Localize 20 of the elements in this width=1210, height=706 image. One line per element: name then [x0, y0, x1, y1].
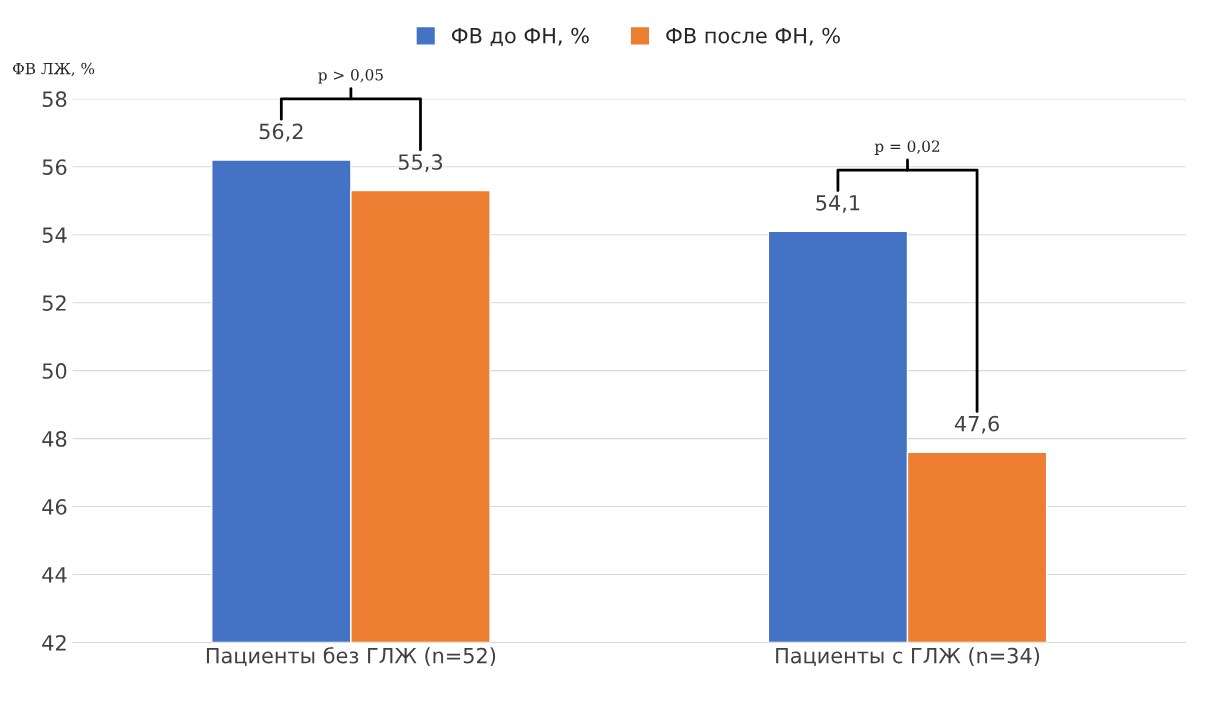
y-tick-label: 42	[42, 634, 66, 651]
x-tick-label: Пациенты без ГЛЖ (n=52)	[206, 646, 496, 667]
y-tick-label: 54	[42, 227, 67, 243]
x-tick-label: Пациенты с ГЛЖ (n=34)	[776, 647, 1040, 667]
legend-label: ФВ после ФН, %	[666, 27, 840, 46]
y-tick-label: 50	[42, 363, 67, 379]
y-tick-label: 52	[42, 295, 66, 311]
y-tick-label: 58	[42, 91, 67, 108]
data-label: 56,2	[259, 123, 303, 142]
y-axis-title: ФВ ЛЖ, %	[12, 62, 95, 77]
data-label: 54,1	[816, 195, 860, 213]
y-tick-label: 48	[42, 431, 67, 447]
y-tick-label: 56	[42, 159, 67, 175]
y-tick-label: 44	[42, 567, 67, 583]
annotation: p = 0,02	[874, 140, 940, 155]
y-tick-label: 46	[42, 499, 67, 515]
data-label: 55,3	[398, 154, 442, 172]
text: p > 0,05	[318, 69, 383, 84]
data-label: 47,6	[954, 415, 999, 434]
legend-label: ФВ до ФН, %	[451, 27, 589, 47]
